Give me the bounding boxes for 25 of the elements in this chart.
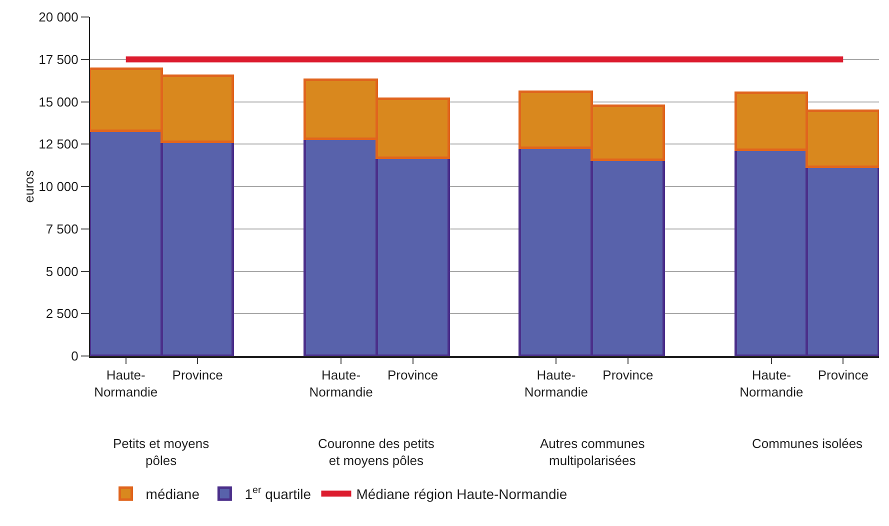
x-tick-label: Province xyxy=(602,368,654,383)
y-tick-label: 10 000 xyxy=(38,179,78,194)
x-tick-label: Province xyxy=(818,368,868,383)
x-tick-label: Haute-Normandie xyxy=(524,368,588,400)
y-tick-label: 17 500 xyxy=(38,52,78,67)
text: Petits et moyens pôles xyxy=(113,436,210,468)
legend-label: médiane xyxy=(146,486,200,502)
y-axis-title: euros xyxy=(22,170,37,203)
x-tick-label: Haute-Normandie xyxy=(309,368,373,400)
y-tick-label: 2 500 xyxy=(46,306,78,322)
text: Couronne des petits et moyens pôles xyxy=(318,436,435,468)
x-tick-label: Province xyxy=(172,368,223,383)
x-tick-label: Haute-Normandie xyxy=(94,368,158,400)
y-tick-label: 15 000 xyxy=(38,94,78,110)
y-tick-label: 7 500 xyxy=(46,221,78,236)
y-tick-label: 0 xyxy=(71,348,78,364)
x-tick-label: Haute-Normandie xyxy=(740,368,804,400)
legend-label: Médiane région Haute-Normandie xyxy=(356,486,568,502)
y-tick-label: 12 500 xyxy=(38,136,78,152)
y-tick-label: 5 000 xyxy=(46,264,78,279)
text: Autres communes multipolarisées xyxy=(540,436,646,468)
y-tick-label: 20 000 xyxy=(38,10,78,25)
legend-label: 1$^{er}$ quartile xyxy=(244,485,312,502)
x-tick-label: Province xyxy=(387,368,438,383)
text: Communes isolées xyxy=(752,436,864,451)
